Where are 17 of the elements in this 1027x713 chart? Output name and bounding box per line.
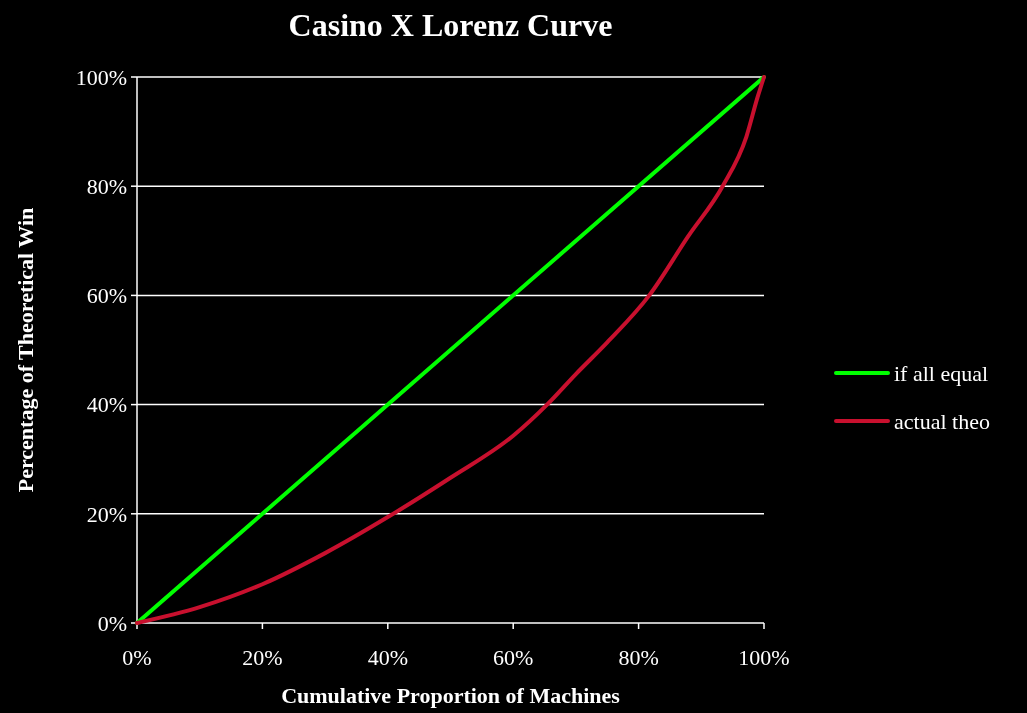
x-axis-title: Cumulative Proportion of Machines <box>281 683 621 708</box>
y-tick-label: 80% <box>86 173 127 199</box>
x-tick-label: 60% <box>493 645 534 670</box>
y-tick-label: 100% <box>75 64 127 90</box>
x-tick-label: 20% <box>242 645 283 670</box>
legend-label: actual theo <box>894 408 990 434</box>
x-tick-label: 100% <box>738 645 790 670</box>
y-tick-label: 40% <box>86 392 127 418</box>
x-tick-label: 40% <box>367 645 408 670</box>
y-axis-title: Percentage of Theoretical Win <box>13 207 38 493</box>
y-tick-label: 20% <box>86 501 127 527</box>
legend-label: if all equal <box>894 360 989 386</box>
y-tick-label: 0% <box>97 610 127 636</box>
y-tick-label: 60% <box>86 283 127 309</box>
chart-title: Casino X Lorenz Curve <box>288 7 613 43</box>
x-tick-label: 0% <box>122 645 152 670</box>
x-tick-label: 80% <box>618 645 659 670</box>
